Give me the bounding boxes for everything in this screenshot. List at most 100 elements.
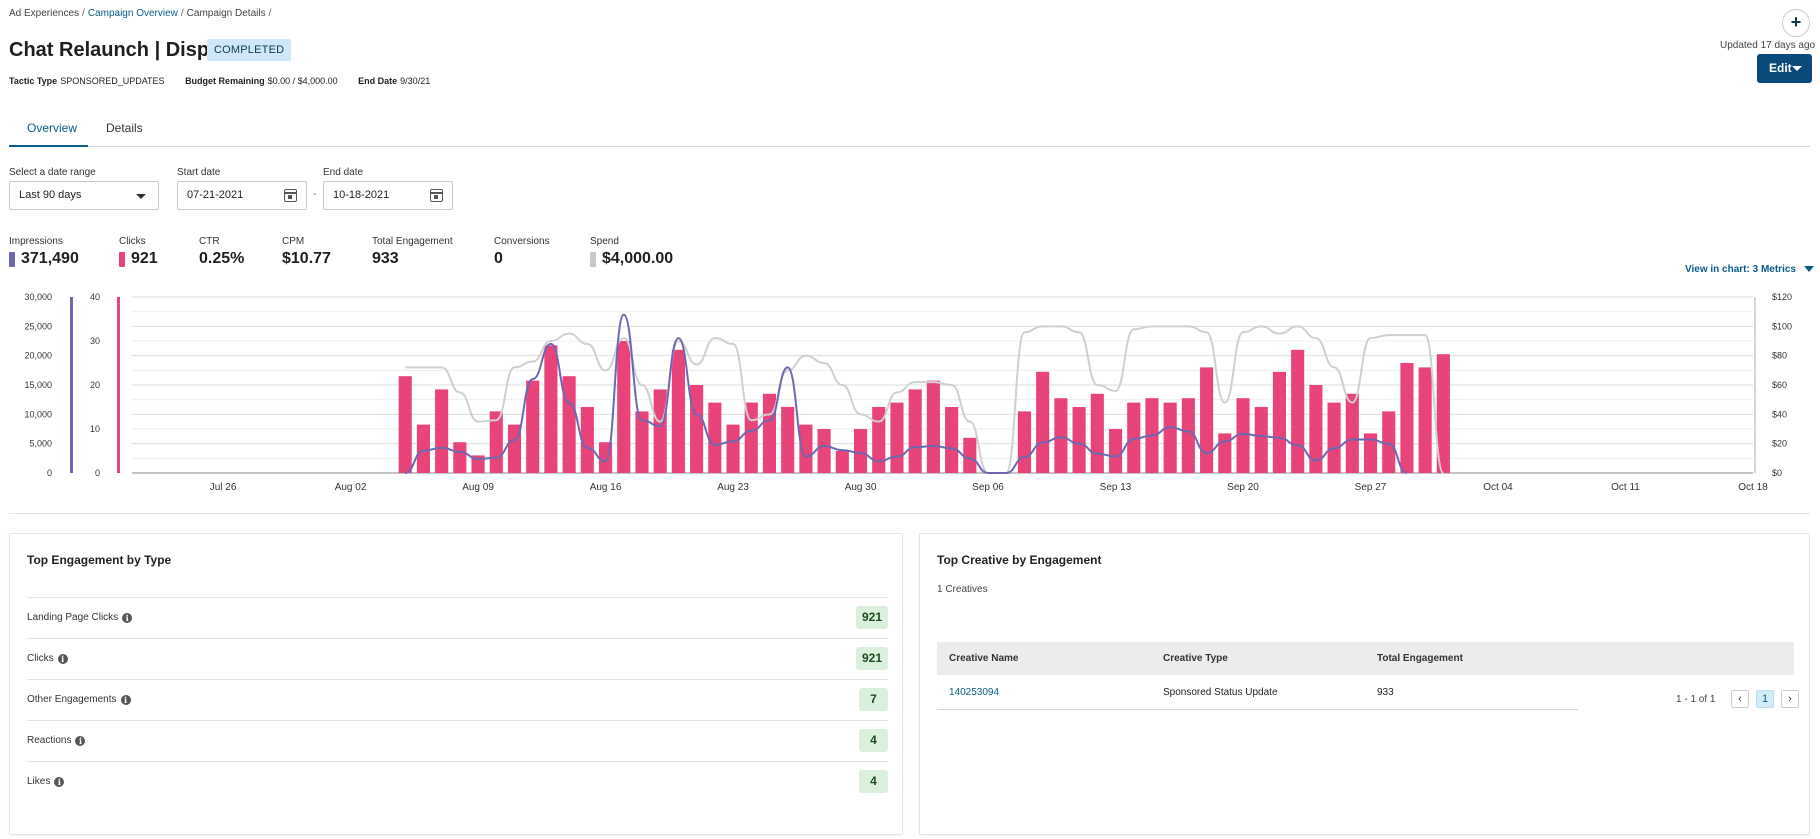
clicks-bar xyxy=(1090,393,1104,473)
page-title: Chat Relaunch | Display xyxy=(9,39,237,61)
info-icon[interactable]: i xyxy=(57,653,68,664)
impressions-series-line xyxy=(404,313,1408,474)
budget-value: $0.00 / $4,000.00 xyxy=(267,76,338,86)
clicks-bar xyxy=(562,376,576,473)
edit-button[interactable]: Edit xyxy=(1757,54,1812,83)
clicks-tick-label: 30 xyxy=(90,336,100,346)
metric-total-engagement[interactable]: Total Engagement 933 xyxy=(372,236,453,268)
top-creative-title: Top Creative by Engagement xyxy=(937,553,1102,567)
view-in-chart-label: View in chart: 3 Metrics xyxy=(1685,264,1796,275)
clicks-bar xyxy=(1272,371,1287,473)
pagination-prev-button[interactable]: ‹ xyxy=(1731,690,1749,708)
tactic-type-label: Tactic Type xyxy=(9,76,58,86)
impressions-tick-label: 5,000 xyxy=(29,439,52,449)
metric-impressions[interactable]: Impressions 371,490 xyxy=(9,236,79,268)
breadcrumb: Ad Experiences / Campaign Overview / Campaig… xyxy=(9,8,274,19)
impressions-tick-label: 30,000 xyxy=(24,292,52,302)
clicks-bar xyxy=(1436,354,1450,473)
x-tick-label: Jul 26 xyxy=(210,482,237,493)
table-row: 140253094 Sponsored Status Update 933 xyxy=(937,675,1578,710)
view-in-chart-dropdown[interactable]: View in chart: 3 Metrics xyxy=(1685,264,1814,275)
clicks-bar xyxy=(853,429,868,473)
top-engagement-title: Top Engagement by Type xyxy=(27,553,172,567)
column-header-creative-type[interactable]: Creative Type xyxy=(1163,653,1228,664)
info-icon[interactable]: i xyxy=(54,776,65,787)
engagement-row: Clicks i 921 xyxy=(27,638,888,679)
clicks-tick-label: 40 xyxy=(90,292,100,302)
metric-conversions[interactable]: Conversions 0 xyxy=(494,236,550,268)
metric-label: Conversions xyxy=(494,236,550,247)
info-icon[interactable]: i xyxy=(75,735,86,746)
tab-overview[interactable]: Overview xyxy=(27,121,78,135)
date-range-select[interactable]: Last 90 days xyxy=(9,181,159,210)
start-date-label: Start date xyxy=(177,167,221,178)
metric-value: 0 xyxy=(494,250,503,267)
end-date-value: 10-18-2021 xyxy=(333,189,390,201)
spend-tick-label: $80 xyxy=(1772,351,1787,361)
clicks-bar xyxy=(781,407,795,473)
metric-clicks[interactable]: Clicks 921 xyxy=(119,236,158,268)
engagement-row: Other Engagements i 7 xyxy=(27,679,888,720)
clicks-bar xyxy=(1036,371,1050,473)
add-button[interactable]: + xyxy=(1782,9,1810,37)
breadcrumb-separator: / xyxy=(268,8,272,19)
metric-spend[interactable]: Spend $4,000.00 xyxy=(590,236,673,268)
clicks-bar xyxy=(963,437,977,473)
pagination-summary: 1 - 1 of 1 xyxy=(1676,694,1716,705)
clicks-bar xyxy=(1181,398,1195,473)
clicks-bar xyxy=(1072,407,1086,473)
active-tab-indicator xyxy=(9,145,88,147)
start-date-input[interactable]: 07-21-2021 xyxy=(177,181,307,210)
column-header-total-engagement[interactable]: Total Engagement xyxy=(1377,653,1463,664)
breadcrumb-root[interactable]: Ad Experiences xyxy=(9,8,80,19)
chevron-down-icon xyxy=(1792,66,1802,71)
creative-name-link[interactable]: 140253094 xyxy=(949,687,1000,698)
clicks-bar xyxy=(1291,349,1305,473)
x-tick-label: Aug 02 xyxy=(335,482,367,493)
pagination-next-button[interactable]: › xyxy=(1781,690,1799,708)
x-tick-label: Aug 09 xyxy=(462,482,494,493)
pagination-page-button[interactable]: 1 xyxy=(1756,690,1774,708)
clicks-bar xyxy=(799,424,813,473)
x-tick-label: Sep 13 xyxy=(1100,482,1132,493)
column-header-creative-name[interactable]: Creative Name xyxy=(949,653,1019,664)
performance-chart[interactable]: 30,000 25,000 20,000 15,000 10,000 5,000 0 40 30… xyxy=(0,285,1820,497)
clicks-bar xyxy=(762,393,777,473)
creative-type-cell: Sponsored Status Update xyxy=(1163,687,1278,698)
info-icon[interactable]: i xyxy=(122,612,133,623)
tab-details[interactable]: Details xyxy=(106,121,143,135)
top-engagement-card: Top Engagement by Type Landing Page Clic… xyxy=(9,533,903,835)
clicks-bar xyxy=(926,380,940,473)
clicks-bar xyxy=(671,349,685,473)
impressions-tick-label: 20,000 xyxy=(24,351,52,361)
end-date-label: End date xyxy=(323,167,364,178)
impressions-tick-label: 25,000 xyxy=(24,321,52,331)
metric-label: Impressions xyxy=(9,236,63,247)
clicks-bar xyxy=(890,402,904,473)
date-separator: - xyxy=(313,189,317,200)
calendar-icon[interactable] xyxy=(430,189,443,202)
metric-ctr[interactable]: CTR 0.25% xyxy=(199,236,244,268)
x-tick-label: Sep 20 xyxy=(1227,482,1259,493)
x-tick-label: Aug 30 xyxy=(845,482,877,493)
spend-swatch xyxy=(590,251,596,267)
calendar-icon[interactable] xyxy=(284,189,297,202)
start-date-value: 07-21-2021 xyxy=(187,189,244,201)
engagement-label: Clicks xyxy=(27,653,54,664)
chevron-down-icon xyxy=(136,194,146,199)
clicks-bar xyxy=(908,389,922,473)
info-icon[interactable]: i xyxy=(120,694,131,705)
metric-cpm[interactable]: CPM $10.77 xyxy=(282,236,331,268)
clicks-bar xyxy=(1400,363,1414,473)
x-tick-label: Sep 06 xyxy=(972,482,1004,493)
breadcrumb-campaign-overview[interactable]: Campaign Overview xyxy=(87,8,178,19)
metric-value: 921 xyxy=(131,250,158,267)
end-date-input[interactable]: 10-18-2021 xyxy=(323,181,453,210)
impressions-swatch xyxy=(9,251,15,267)
clicks-tick-label: 20 xyxy=(90,380,100,390)
clicks-bar xyxy=(617,341,631,473)
clicks-bar xyxy=(835,451,849,473)
engagement-row: Reactions i 4 xyxy=(27,720,888,761)
clicks-bar xyxy=(1236,398,1250,473)
section-divider xyxy=(9,513,1810,514)
